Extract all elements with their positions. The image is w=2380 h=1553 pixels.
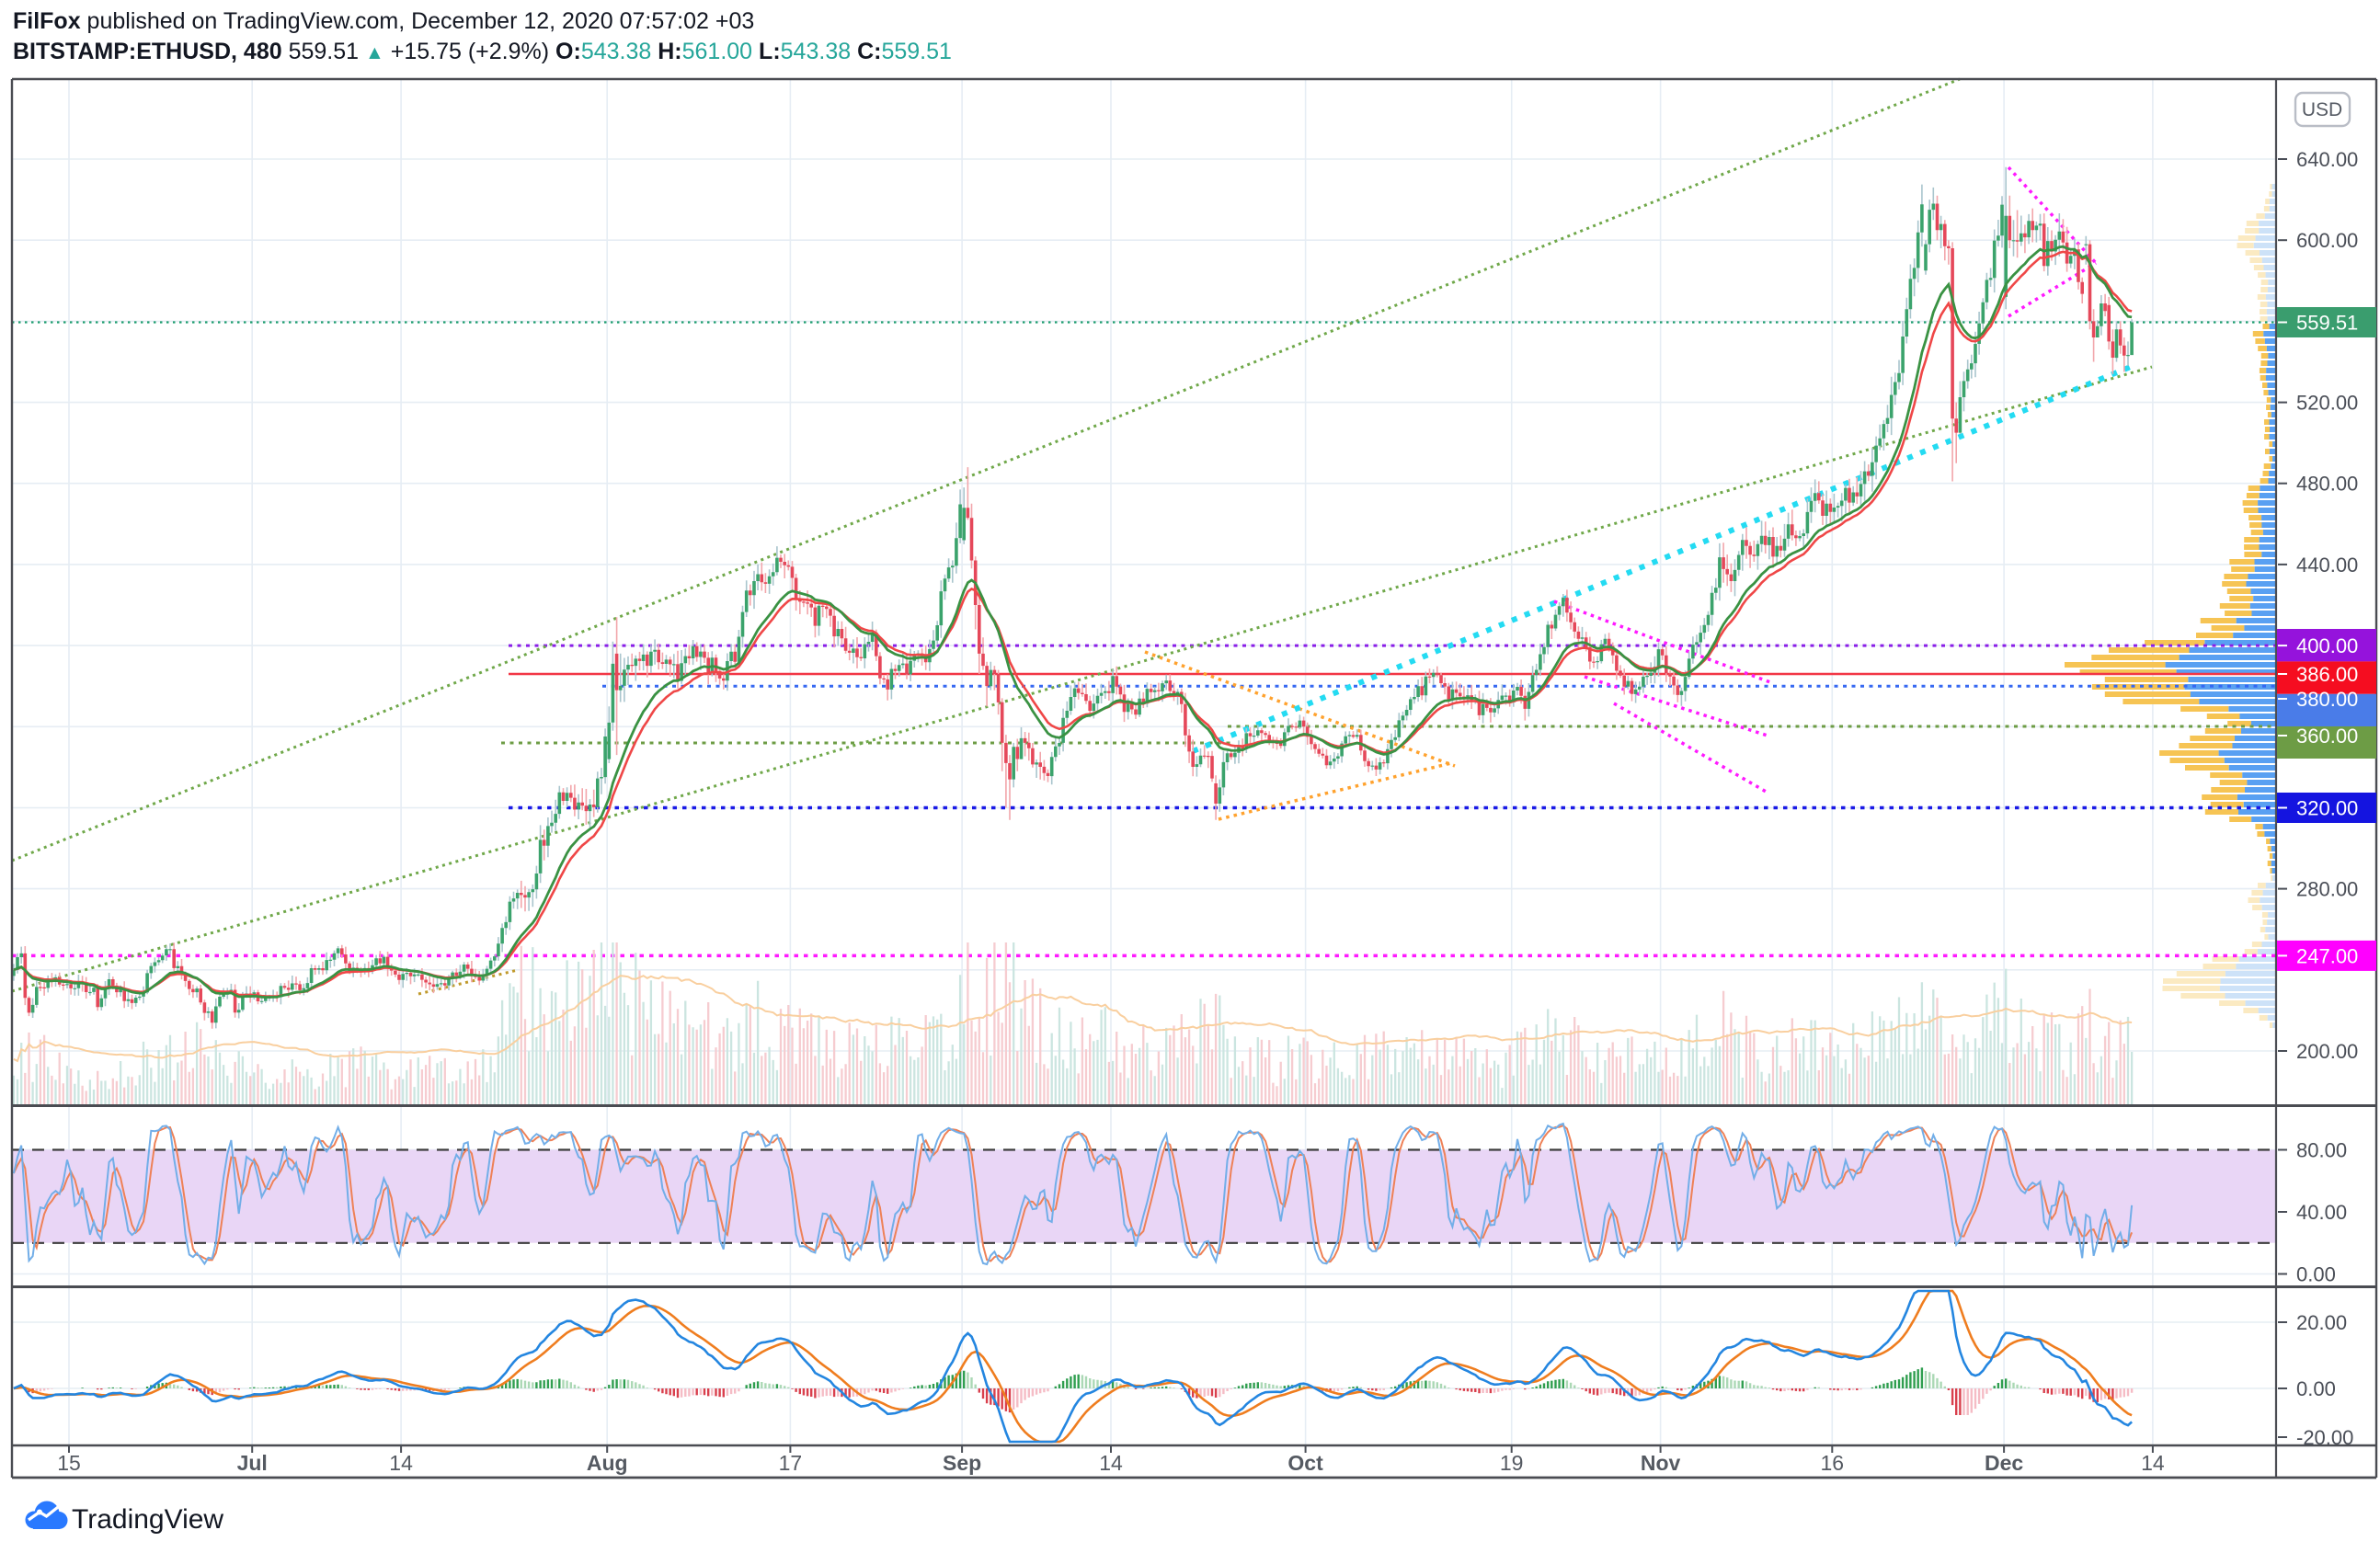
svg-text:40.00: 40.00	[2296, 1201, 2347, 1224]
svg-text:BITSTAMP:ETHUSD, 480 559.51 ▲: BITSTAMP:ETHUSD, 480 559.51 ▲ +15.75 (+2…	[13, 39, 952, 64]
svg-text:600.00: 600.00	[2296, 229, 2358, 252]
svg-text:-20.00: -20.00	[2296, 1426, 2353, 1449]
svg-text:14: 14	[1099, 1451, 1123, 1475]
svg-text:Oct: Oct	[1287, 1451, 1323, 1475]
svg-text:Jul: Jul	[237, 1451, 268, 1475]
svg-text:TradingView: TradingView	[72, 1504, 223, 1535]
svg-text:80.00: 80.00	[2296, 1138, 2347, 1161]
svg-text:400.00: 400.00	[2296, 634, 2358, 657]
svg-text:Aug: Aug	[587, 1451, 628, 1475]
svg-text:19: 19	[1500, 1451, 1524, 1475]
svg-text:280.00: 280.00	[2296, 878, 2358, 901]
svg-text:14: 14	[389, 1451, 413, 1475]
svg-text:17: 17	[779, 1451, 803, 1475]
svg-text:14: 14	[2141, 1451, 2165, 1475]
svg-text:Sep: Sep	[943, 1451, 981, 1475]
svg-text:20.00: 20.00	[2296, 1311, 2347, 1334]
svg-text:520.00: 520.00	[2296, 392, 2358, 415]
svg-text:360.00: 360.00	[2296, 725, 2358, 748]
svg-text:386.00: 386.00	[2296, 663, 2358, 686]
svg-text:USD: USD	[2302, 99, 2342, 120]
svg-text:15: 15	[57, 1451, 81, 1475]
svg-text:Dec: Dec	[1985, 1451, 2023, 1475]
svg-text:0.00: 0.00	[2296, 1262, 2336, 1285]
svg-text:440.00: 440.00	[2296, 554, 2358, 577]
svg-text:Nov: Nov	[1641, 1451, 1681, 1475]
svg-text:380.00: 380.00	[2296, 688, 2358, 711]
svg-text:0.00: 0.00	[2296, 1377, 2336, 1400]
svg-text:480.00: 480.00	[2296, 473, 2358, 496]
svg-text:16: 16	[1821, 1451, 1845, 1475]
svg-text:247.00: 247.00	[2296, 944, 2358, 967]
svg-text:200.00: 200.00	[2296, 1040, 2358, 1063]
svg-text:320.00: 320.00	[2296, 796, 2358, 819]
svg-text:640.00: 640.00	[2296, 148, 2358, 171]
svg-text:FilFox published on TradingVie: FilFox published on TradingView.com, Dec…	[13, 8, 754, 34]
svg-text:559.51: 559.51	[2296, 311, 2358, 334]
